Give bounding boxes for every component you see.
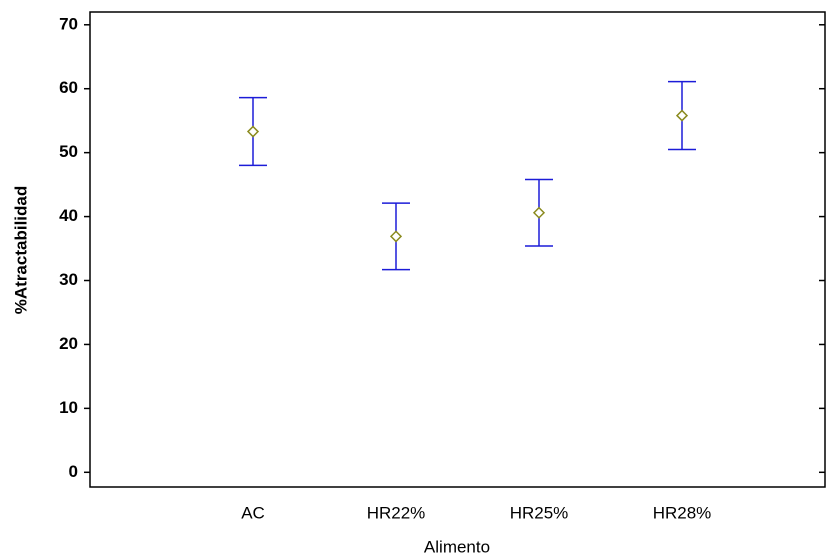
y-tick-label: 10: [59, 398, 78, 417]
mean-marker: [532, 206, 546, 219]
x-tick-label: AC: [241, 503, 265, 522]
mean-marker: [246, 125, 260, 138]
y-tick-label: 60: [59, 78, 78, 97]
y-tick-label: 30: [59, 270, 78, 289]
x-axis-label: Alimento: [424, 537, 490, 556]
y-tick-label: 0: [69, 462, 78, 481]
y-tick-label: 70: [59, 14, 78, 33]
plot-frame: [89, 11, 826, 488]
y-tick-label: 20: [59, 334, 78, 353]
x-tick-label: HR28%: [653, 503, 712, 522]
y-axis-label: %Atractabilidad: [11, 186, 30, 314]
y-tick-label: 40: [59, 206, 78, 225]
mean-marker: [389, 230, 403, 243]
x-tick-label: HR25%: [510, 503, 569, 522]
x-tick-label: HR22%: [367, 503, 426, 522]
y-tick-label: 50: [59, 142, 78, 161]
mean-marker: [675, 109, 689, 122]
